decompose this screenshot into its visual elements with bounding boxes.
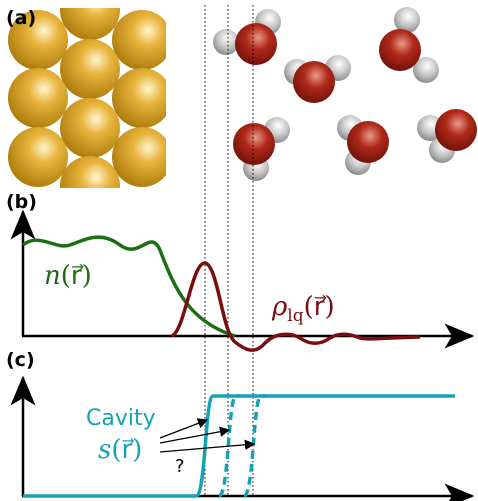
panel-label: (b) (6, 191, 37, 213)
panel-label: (c) (6, 349, 35, 371)
guide-lines (205, 5, 253, 497)
gold-surface (8, 0, 172, 216)
cavity-label: Cavity (86, 406, 156, 431)
liquid-density-label: ρlq(r⃗) (271, 292, 335, 326)
figure: (a) (b) (c) n(r⃗) ρlq(r⃗) Cavity s(r⃗) ? (0, 0, 478, 501)
density-label: n(r⃗) (44, 261, 92, 291)
question-mark: ? (175, 456, 185, 477)
cavity-function-label: s(r⃗) (98, 435, 142, 465)
panel-label: (a) (6, 7, 36, 29)
